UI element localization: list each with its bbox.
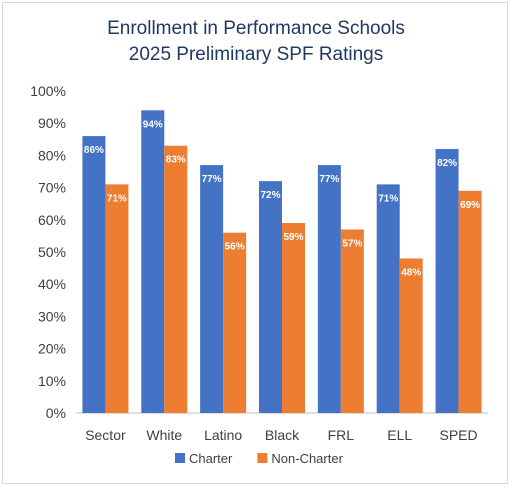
y-tick-label: 20% <box>38 341 66 357</box>
bar-non-charter <box>105 184 128 413</box>
y-tick-label: 0% <box>46 405 66 421</box>
legend-swatch <box>175 453 185 463</box>
bar-non-charter <box>164 146 187 413</box>
bar-non-charter <box>341 229 364 413</box>
legend-swatch <box>257 453 267 463</box>
data-label: 77% <box>202 174 222 185</box>
y-tick-label: 10% <box>38 373 66 389</box>
bar-non-charter <box>282 223 305 413</box>
x-tick-label: Black <box>265 427 300 443</box>
data-label: 59% <box>283 232 303 243</box>
x-tick-label: ELL <box>387 427 412 443</box>
y-tick-label: 30% <box>38 308 66 324</box>
x-tick-label: White <box>146 427 182 443</box>
bar-non-charter <box>400 258 423 413</box>
x-tick-label: SPED <box>440 427 478 443</box>
bar-charter <box>259 181 282 413</box>
data-label: 69% <box>460 200 480 211</box>
bar-charter <box>141 110 164 413</box>
y-tick-label: 40% <box>38 276 66 292</box>
bar-non-charter <box>223 233 246 413</box>
data-label: 77% <box>319 174 339 185</box>
data-label: 83% <box>166 155 186 166</box>
data-label: 71% <box>107 193 127 204</box>
y-tick-label: 90% <box>38 115 66 131</box>
bar-charter <box>377 184 400 413</box>
bar-charter <box>436 149 459 413</box>
data-label: 94% <box>143 119 163 130</box>
y-tick-label: 80% <box>38 147 66 163</box>
legend-label: Non-Charter <box>271 451 343 466</box>
y-tick-label: 70% <box>38 180 66 196</box>
y-tick-label: 50% <box>38 244 66 260</box>
data-label: 71% <box>378 193 398 204</box>
data-label: 56% <box>225 242 245 253</box>
data-label: 82% <box>437 158 457 169</box>
bar-charter <box>318 165 341 413</box>
data-label: 48% <box>401 267 421 278</box>
legend-label: Charter <box>189 451 233 466</box>
data-label: 57% <box>342 238 362 249</box>
data-label: 86% <box>84 145 104 156</box>
data-label: 72% <box>260 190 280 201</box>
x-tick-label: Latino <box>204 427 242 443</box>
bar-charter <box>82 136 105 413</box>
y-tick-label: 60% <box>38 212 66 228</box>
bar-charter <box>200 165 223 413</box>
x-tick-label: FRL <box>328 427 355 443</box>
x-tick-label: Sector <box>85 427 126 443</box>
bar-non-charter <box>459 191 482 413</box>
y-tick-label: 100% <box>30 83 66 99</box>
